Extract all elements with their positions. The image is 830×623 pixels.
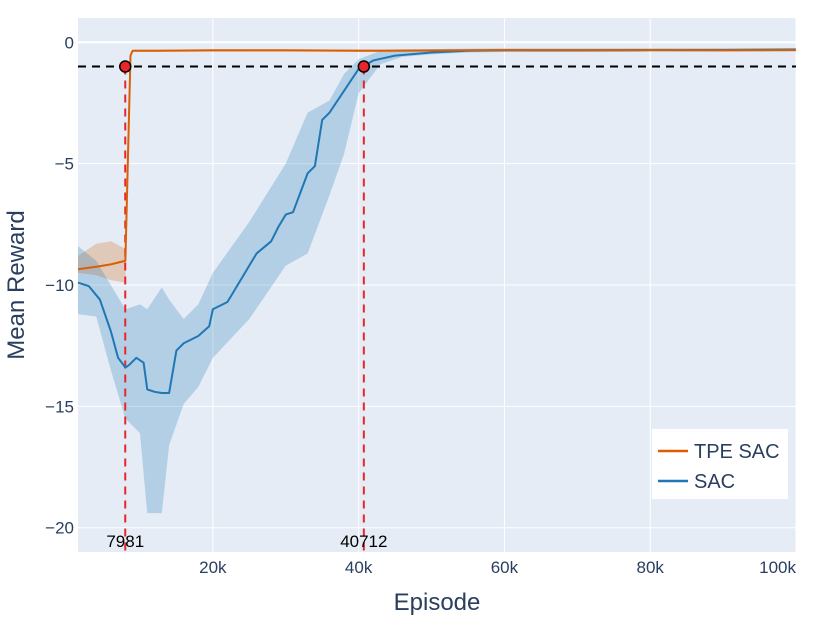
y-tick-label: 0 <box>65 33 74 52</box>
marker-label: 7981 <box>106 532 144 551</box>
line-tpe-sac <box>77 49 797 271</box>
y-tick-label: −15 <box>45 397 74 416</box>
crossing-point <box>357 60 371 73</box>
legend-label: SAC <box>694 471 735 493</box>
legend-box <box>652 429 788 499</box>
series-lines <box>77 48 797 395</box>
line-sac <box>77 48 797 395</box>
crossing-point <box>118 60 132 73</box>
x-tick-label: 60k <box>491 558 519 577</box>
legend: TPE SAC SAC <box>652 429 788 499</box>
y-tick-label: −5 <box>55 155 74 174</box>
grid-lines <box>78 18 797 552</box>
x-tick-label: 100k <box>759 558 796 577</box>
legend-label: TPE SAC <box>694 441 780 463</box>
y-axis-title: Mean Reward <box>3 210 30 359</box>
y-tick-label: −20 <box>45 519 74 538</box>
x-tick-label: 40k <box>345 558 373 577</box>
y-axis-ticks: 0 −5 −10 −15 −20 <box>45 33 74 537</box>
confidence-bands <box>78 48 796 514</box>
x-axis-title: Episode <box>394 589 481 616</box>
x-axis-ticks: 20k 40k 60k 80k 100k <box>199 558 796 577</box>
y-tick-label: −10 <box>45 276 74 295</box>
threshold-lines <box>78 65 796 552</box>
x-tick-label: 20k <box>199 558 227 577</box>
band-sac <box>78 48 796 514</box>
marker-label: 40712 <box>340 532 387 551</box>
x-tick-label: 80k <box>637 558 665 577</box>
crossing-markers: 7981 40712 <box>106 60 387 551</box>
